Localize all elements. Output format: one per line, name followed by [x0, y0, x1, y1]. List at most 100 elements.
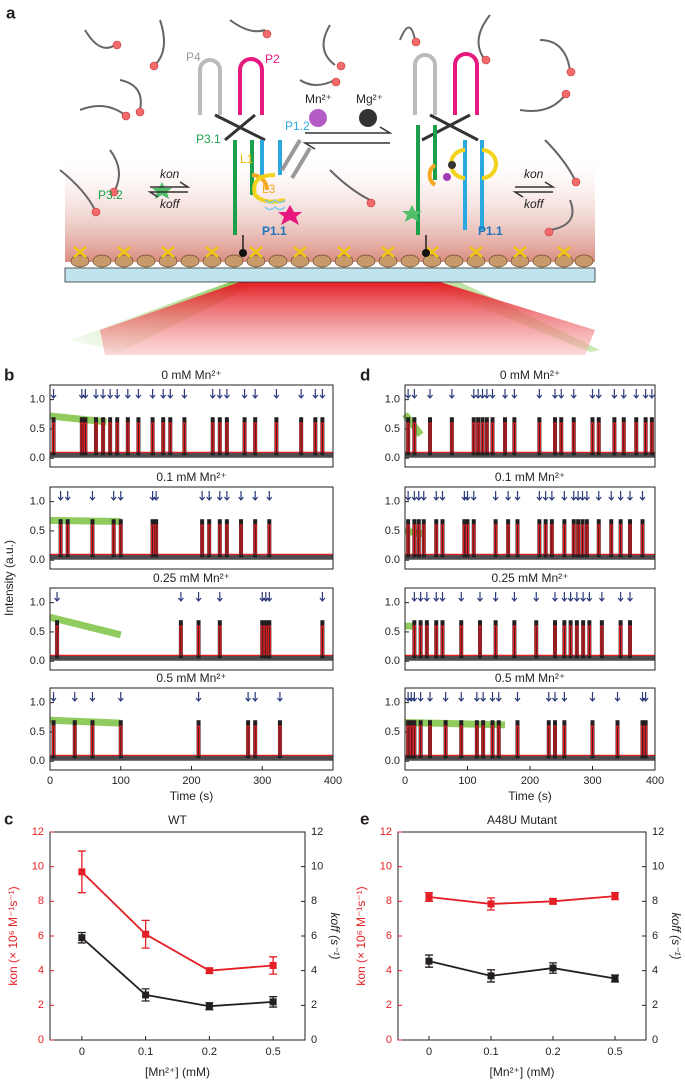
x-tick-label: 0.5 — [607, 1046, 622, 1058]
event-arrow — [252, 491, 259, 501]
panel-label: a — [6, 3, 16, 22]
y-tick-label: 8 — [386, 895, 392, 907]
chart-title: A48U Mutant — [487, 813, 558, 827]
acceptor-spike — [239, 519, 244, 558]
acceptor-spike — [562, 519, 567, 558]
fit-spike — [562, 625, 566, 656]
diagram: P4 P2 P3.1 P1.2 L1 L3 P3.2 P1.1 Mn²⁺ Mg²… — [59, 14, 600, 355]
fit-spike — [419, 625, 423, 656]
fit-spike — [644, 725, 648, 756]
donor-trace — [49, 412, 107, 426]
chart-title: 0 mM Mn²⁺ — [161, 368, 221, 382]
acceptor-spike — [581, 620, 586, 659]
y2-tick-label: 2 — [652, 999, 658, 1011]
data-point — [549, 897, 557, 905]
fit-spike — [587, 625, 591, 656]
fit-spike — [267, 524, 271, 555]
fit-spike — [59, 524, 63, 555]
acceptor-spike — [512, 620, 517, 659]
event-arrow — [64, 491, 71, 501]
event-arrow — [639, 491, 646, 501]
fit-spike — [242, 422, 247, 453]
fit-spike — [313, 422, 317, 453]
acceptor-spike — [51, 720, 56, 759]
y-tick-label: 10 — [380, 861, 392, 873]
x-tick-label: 0.2 — [202, 1046, 217, 1058]
fit-spike — [150, 422, 155, 453]
chart-title: 0 mM Mn²⁺ — [500, 368, 560, 382]
mg-ion — [359, 109, 377, 127]
acceptor-spike — [476, 417, 481, 456]
donor-dye — [152, 182, 172, 199]
event-arrow — [206, 491, 213, 501]
event-arrow — [608, 491, 615, 501]
acceptor-spike — [562, 720, 567, 759]
plot-frame — [49, 831, 306, 1041]
event-arrow — [312, 389, 319, 399]
acceptor-spike — [409, 720, 414, 759]
fit-spike — [581, 625, 585, 656]
fit-spike — [459, 625, 463, 656]
fit-spike — [320, 625, 324, 656]
y-tick-label: 0.5 — [30, 423, 45, 435]
surface-glow — [65, 150, 595, 262]
plot-frame — [404, 486, 656, 570]
x-tick-label: 200 — [182, 775, 200, 787]
fit-spike — [196, 725, 201, 756]
data-point — [269, 998, 277, 1006]
data-point — [549, 964, 557, 972]
acceptor-spike — [182, 417, 187, 456]
fit-spike — [640, 725, 645, 756]
label: P1.1 — [262, 224, 287, 238]
fit-spike — [585, 524, 589, 555]
fit-spike — [417, 524, 421, 555]
acceptor-spike — [428, 417, 432, 456]
fit-spike — [559, 422, 563, 453]
fit-spike — [253, 422, 257, 453]
event-arrow — [561, 592, 568, 602]
acceptor-spike — [320, 417, 325, 456]
event-arrow — [439, 592, 446, 602]
acceptor-spike — [263, 620, 268, 659]
fit-spike — [462, 524, 466, 555]
fit-spike — [406, 725, 410, 756]
event-arrow — [552, 592, 558, 602]
event-arrow — [415, 491, 422, 501]
donor-dye — [402, 205, 422, 222]
event-arrow — [89, 491, 96, 501]
fit-spike — [161, 422, 165, 453]
event-arrow — [216, 491, 223, 501]
acceptor-spike — [207, 519, 212, 558]
acceptor-spike — [111, 519, 116, 558]
donor-trace — [49, 613, 122, 639]
fit-spike — [51, 422, 56, 453]
fit-spike — [253, 725, 257, 756]
fit-spike — [264, 625, 268, 656]
x-tick-label: 300 — [583, 775, 601, 787]
fit-spike — [612, 422, 616, 453]
event-arrow — [542, 491, 549, 501]
event-arrow — [177, 592, 184, 602]
event-arrow — [405, 389, 412, 399]
data-point — [425, 957, 433, 965]
fit-spike — [112, 524, 116, 555]
event-arrow — [589, 692, 596, 702]
event-arrow — [160, 389, 167, 399]
acceptor-spike — [217, 519, 222, 558]
y-tick-label: 0.5 — [30, 626, 45, 638]
y-tick-label: 1.0 — [30, 394, 45, 406]
acceptor-spike — [571, 519, 576, 558]
data-point — [487, 900, 495, 908]
acceptor-spike — [253, 720, 258, 759]
acceptor-spike — [640, 519, 645, 558]
substrate-dyes — [91, 29, 581, 237]
data-point — [142, 930, 150, 938]
event-arrow — [598, 592, 605, 602]
y-tick-label: 8 — [38, 895, 44, 907]
event-arrow — [548, 491, 555, 501]
label: koff — [524, 197, 545, 211]
fit-spike — [150, 524, 155, 555]
x-tick-label: 0 — [402, 775, 408, 787]
acceptor-spike — [628, 620, 632, 659]
y-axis-label: Intensity (a.u.) — [2, 540, 16, 616]
